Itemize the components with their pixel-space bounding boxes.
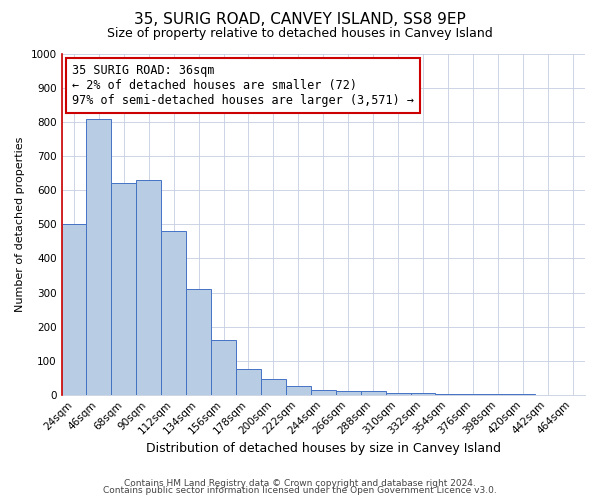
Bar <box>236 369 261 394</box>
Text: Contains HM Land Registry data © Crown copyright and database right 2024.: Contains HM Land Registry data © Crown c… <box>124 478 476 488</box>
Bar <box>386 393 410 394</box>
Bar <box>112 184 136 394</box>
Bar <box>286 386 311 394</box>
Bar <box>62 224 86 394</box>
Bar <box>311 390 336 394</box>
Bar <box>186 289 211 395</box>
Bar <box>336 392 361 394</box>
Bar <box>410 393 436 394</box>
Text: Size of property relative to detached houses in Canvey Island: Size of property relative to detached ho… <box>107 28 493 40</box>
Y-axis label: Number of detached properties: Number of detached properties <box>15 136 25 312</box>
Bar <box>211 340 236 394</box>
Bar <box>86 118 112 394</box>
Text: 35, SURIG ROAD, CANVEY ISLAND, SS8 9EP: 35, SURIG ROAD, CANVEY ISLAND, SS8 9EP <box>134 12 466 28</box>
Bar <box>261 378 286 394</box>
Bar <box>136 180 161 394</box>
Text: 35 SURIG ROAD: 36sqm
← 2% of detached houses are smaller (72)
97% of semi-detach: 35 SURIG ROAD: 36sqm ← 2% of detached ho… <box>72 64 414 107</box>
Bar <box>361 392 386 394</box>
X-axis label: Distribution of detached houses by size in Canvey Island: Distribution of detached houses by size … <box>146 442 501 455</box>
Bar <box>161 231 186 394</box>
Text: Contains public sector information licensed under the Open Government Licence v3: Contains public sector information licen… <box>103 486 497 495</box>
